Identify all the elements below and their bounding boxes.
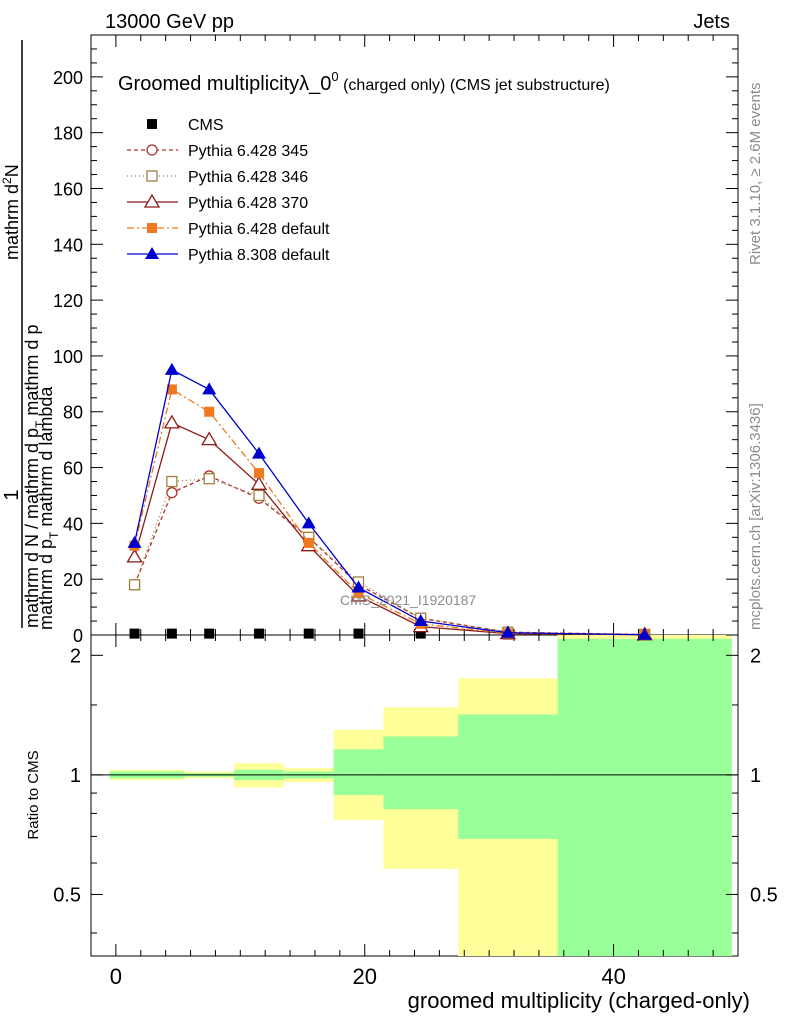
ytick-label: 100 xyxy=(53,347,83,367)
xtick-label: 0 xyxy=(110,964,122,989)
upper-y-axis-label: 1 mathrm d N / mathrm d pT mathrm d p ma… xyxy=(0,40,61,630)
ytick-label: 180 xyxy=(53,124,83,144)
legend-label: Pythia 8.308 default xyxy=(188,247,330,264)
series-point-5 xyxy=(413,614,428,627)
ytick-label: 20 xyxy=(63,570,83,590)
legend-entry-0: CMS xyxy=(147,117,224,134)
legend-label: Pythia 6.428 345 xyxy=(188,143,308,160)
series-point-5 xyxy=(127,535,142,548)
analysis-watermark: CMS_2021_I1920187 xyxy=(340,592,476,608)
legend-marker xyxy=(146,170,158,182)
series-point-0 xyxy=(303,628,314,639)
series-point-2 xyxy=(166,475,178,488)
series-5 xyxy=(127,362,652,640)
series-point-4 xyxy=(166,384,177,395)
series-point-0 xyxy=(129,628,140,639)
series-point-4 xyxy=(204,406,215,417)
series-point-2 xyxy=(128,579,141,591)
upper-axis-ticks: 0 20 40 60 80 100 120 140 160 180 200 xyxy=(53,35,739,646)
legend-marker xyxy=(147,119,157,129)
legend: CMS Pythia 6.428 345 Pythia 6.428 346 Pythi… xyxy=(127,117,330,264)
series-point-3 xyxy=(163,414,181,429)
legend-label: Pythia 6.428 default xyxy=(188,221,330,238)
series-point-1 xyxy=(166,487,178,499)
x-axis-label: groomed multiplicity (charged-only) xyxy=(408,988,750,1013)
ratio-band-green-5 xyxy=(333,749,384,795)
series-point-4 xyxy=(253,468,264,479)
series-point-0 xyxy=(204,628,215,639)
ytick-label: 80 xyxy=(63,403,83,423)
ylabel-denominator-2: mathrm d pT mathrm d lambda xyxy=(36,386,61,630)
legend-label: Pythia 6.428 346 xyxy=(188,169,308,186)
ratio-band-green-7 xyxy=(458,714,558,839)
series-point-2 xyxy=(203,473,215,485)
series-point-2 xyxy=(253,489,265,502)
series-point-5 xyxy=(202,382,217,395)
series-point-0 xyxy=(166,628,177,639)
ylabel-numerator: mathrm d2N xyxy=(0,164,22,260)
legend-entry-5: Pythia 8.308 default xyxy=(127,247,330,264)
series-point-5 xyxy=(637,627,652,640)
mcplots-label: mcplots.cern.ch [arXiv:1306.3436] xyxy=(747,403,764,630)
legend-marker xyxy=(147,223,157,233)
series-point-5 xyxy=(500,625,515,638)
ratio-band-green-8 xyxy=(557,638,732,956)
series-point-5 xyxy=(251,446,266,459)
ratio-axis-ticks: 0.5 0.51 12 20 20 40 xyxy=(53,635,778,989)
ytick-label: 120 xyxy=(53,291,83,311)
ylabel-denominator: mathrm d N / mathrm d pT mathrm d p xyxy=(22,325,47,628)
legend-entry-1: Pythia 6.428 345 xyxy=(127,143,308,160)
legend-label: CMS xyxy=(188,117,224,134)
ytick-label: 0 xyxy=(73,626,83,646)
series-point-5 xyxy=(301,516,316,529)
header-left: 13000 GeV pp xyxy=(105,11,234,33)
ratio-ytick-label: 2 xyxy=(70,645,81,667)
series-point-5 xyxy=(351,580,366,593)
series-line-4 xyxy=(133,388,645,636)
rivet-version-label: Rivet 3.1.10, ≥ 2.6M events xyxy=(747,83,764,266)
ratio-y-axis-label: Ratio to CMS xyxy=(25,750,42,839)
ratio-bands xyxy=(109,635,732,956)
series-point-3 xyxy=(126,548,143,563)
legend-label: Pythia 6.428 370 xyxy=(188,195,308,212)
xtick-label: 20 xyxy=(352,964,376,989)
series-point-3 xyxy=(250,476,268,490)
legend-entry-2: Pythia 6.428 346 xyxy=(127,169,308,186)
series-layer xyxy=(126,362,653,641)
legend-marker xyxy=(143,193,161,208)
chart-title: Groomed multiplicityλ_00 (charged only) … xyxy=(118,69,610,95)
ratio-ytick-label: 0.5 xyxy=(53,884,81,906)
series-point-3 xyxy=(201,431,218,446)
ytick-label: 40 xyxy=(63,514,83,534)
series-line-1 xyxy=(133,475,645,636)
series-point-0 xyxy=(353,628,364,639)
ratio-ytick-label-right: 0.5 xyxy=(750,884,778,906)
ytick-label: 160 xyxy=(53,179,83,199)
series-point-0 xyxy=(253,628,264,639)
series-point-5 xyxy=(164,362,179,375)
legend-entry-3: Pythia 6.428 370 xyxy=(127,193,308,212)
ratio-ytick-label-right: 2 xyxy=(750,645,761,667)
ratio-band-green-6 xyxy=(383,736,459,810)
series-point-4 xyxy=(303,537,314,548)
series-point-0 xyxy=(415,628,426,639)
series-2 xyxy=(128,473,651,641)
legend-entry-4: Pythia 6.428 default xyxy=(127,221,330,238)
ylabel-one: 1 xyxy=(1,489,23,500)
ratio-ytick-label: 1 xyxy=(70,765,81,787)
series-1 xyxy=(128,470,651,641)
ytick-label: 200 xyxy=(53,68,83,88)
series-point-4 xyxy=(353,588,364,599)
ytick-label: 140 xyxy=(53,235,83,255)
header-right: Jets xyxy=(693,11,730,33)
ytick-label: 60 xyxy=(63,459,83,479)
xtick-label: 40 xyxy=(601,964,625,989)
legend-marker xyxy=(145,247,159,259)
legend-marker xyxy=(146,144,158,156)
ratio-ytick-label-right: 1 xyxy=(750,765,761,787)
